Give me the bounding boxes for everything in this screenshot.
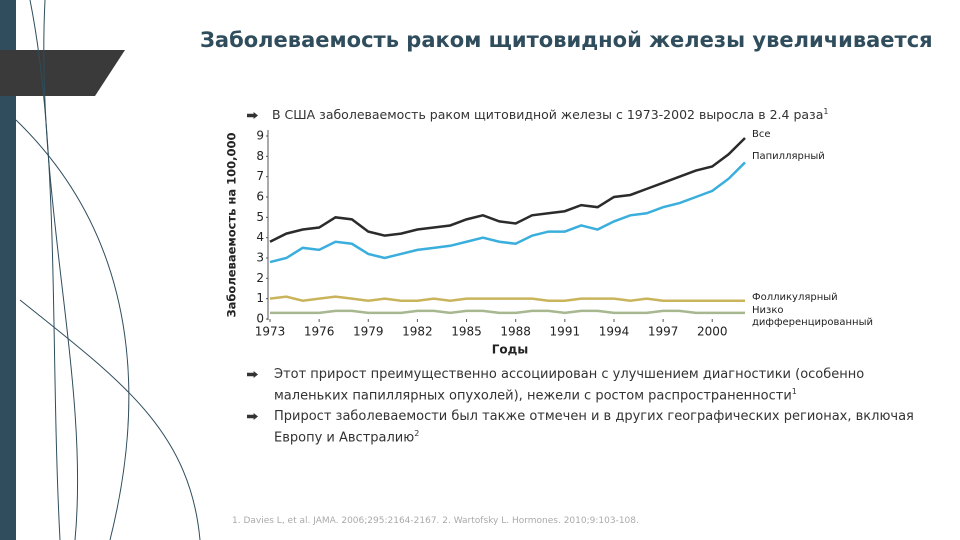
legend-label: Все: [752, 129, 771, 140]
legend-label: Низко дифференцированный: [752, 305, 873, 328]
y-tick-label: 9: [256, 129, 264, 143]
bullet: Прирост заболеваемости был также отмечен…: [274, 408, 934, 446]
x-tick-label: 1979: [353, 325, 384, 339]
bullet-icon: [247, 413, 258, 420]
bullet-icon: [247, 371, 258, 378]
y-tick-label: 4: [256, 230, 264, 244]
title-wedge: [0, 50, 125, 96]
y-tick-label: 8: [256, 149, 264, 163]
x-tick-label: 1991: [550, 325, 581, 339]
bullet: Этот прирост преимущественно ассоциирова…: [274, 366, 934, 404]
footnote: 1. Davies L, et al. JAMA. 2006;295:2164-…: [232, 516, 639, 526]
x-axis-label: Годы: [492, 343, 528, 357]
side-band: [0, 0, 16, 540]
series-line: [269, 295, 745, 302]
y-tick-label: 3: [256, 251, 264, 265]
series-line: [270, 309, 745, 315]
y-tick-label: 6: [256, 190, 264, 204]
y-tick-label: 7: [256, 169, 264, 183]
y-tick-label: 2: [256, 271, 264, 285]
deco-line: [29, 0, 61, 540]
y-axis-label: Заболеваемость на 100,000: [225, 132, 239, 317]
x-tick-label: 1973: [255, 325, 286, 339]
x-tick-label: 2000: [697, 325, 728, 339]
footnote-ref: 1: [823, 107, 829, 116]
series-line: [269, 137, 746, 243]
bullet-text: В США заболеваемость раком щитовидной же…: [272, 107, 824, 123]
x-tick-label: 1988: [500, 325, 531, 339]
y-tick-label: 1: [256, 291, 264, 305]
bullet-text: Этот прирост преимущественно ассоциирова…: [274, 367, 865, 404]
deco-line: [15, 119, 130, 540]
x-tick-label: 1997: [648, 325, 679, 339]
legend-label: Папиллярный: [752, 151, 825, 162]
x-tick-label: 1982: [402, 325, 433, 339]
series-line: [269, 161, 746, 264]
y-tick-label: 5: [256, 210, 264, 224]
y-tick-label: 0: [256, 312, 264, 326]
deco-line: [19, 299, 201, 540]
footnote-ref: 2: [414, 429, 420, 438]
bullet-icon: [247, 112, 258, 119]
slide-title: Заболеваемость раком щитовидной железы у…: [200, 28, 933, 52]
x-tick-label: 1976: [304, 325, 335, 339]
x-tick-label: 1985: [451, 325, 482, 339]
bullet-text: Прирост заболеваемости был также отмечен…: [274, 409, 914, 446]
legend-label: Фолликулярный: [752, 292, 838, 303]
deco-line: [43, 0, 79, 540]
footnote-ref: 1: [791, 387, 797, 396]
x-tick-label: 1994: [599, 325, 630, 339]
chart-note: В США заболеваемость раком щитовидной же…: [272, 107, 828, 122]
